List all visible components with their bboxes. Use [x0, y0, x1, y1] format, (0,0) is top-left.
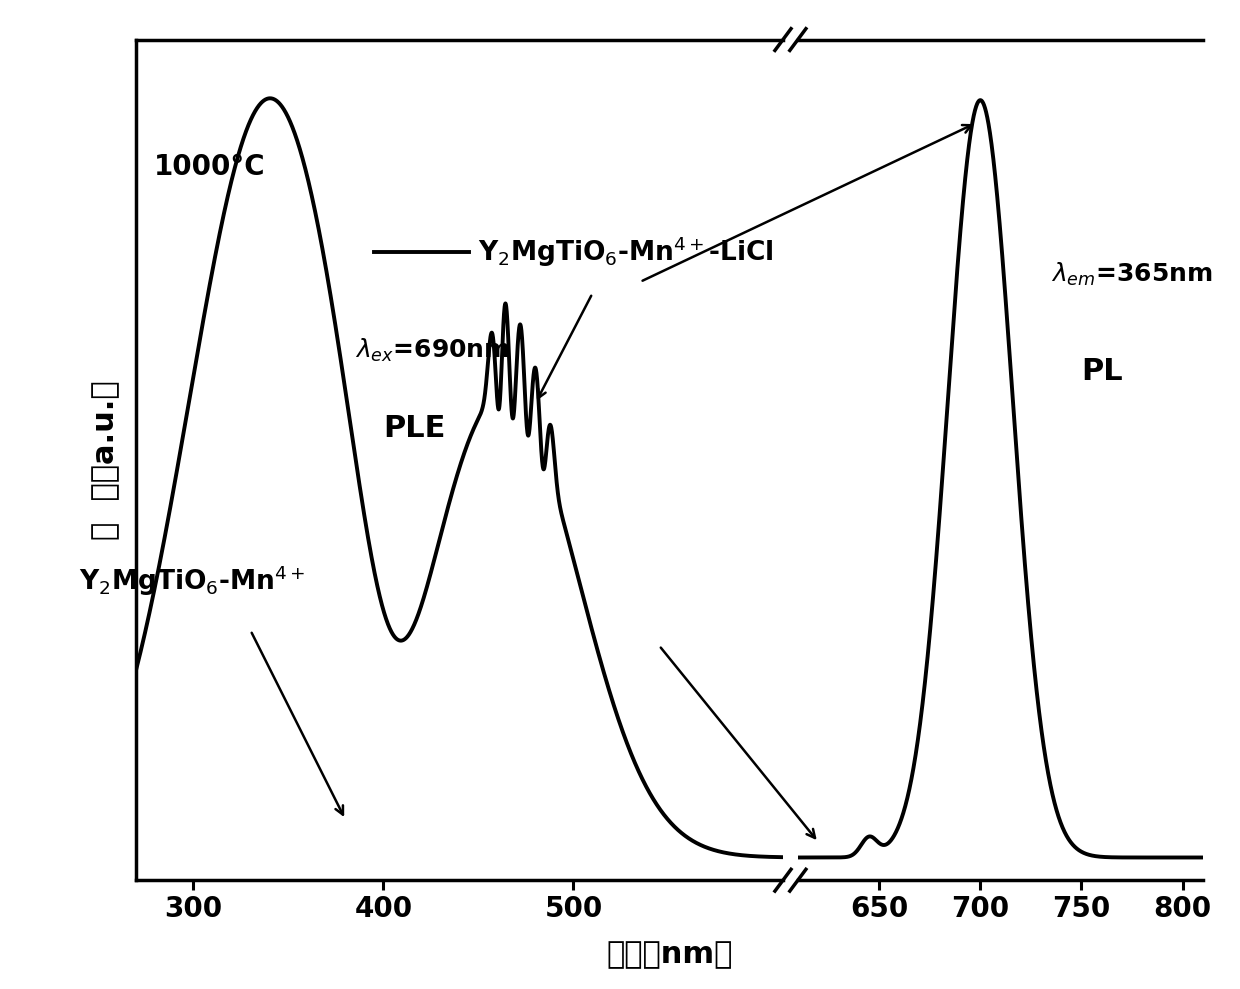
Y-axis label: 强  度（a.u.）: 强 度（a.u.）	[91, 380, 120, 540]
Text: $\lambda_{em}$=365nm: $\lambda_{em}$=365nm	[1052, 261, 1213, 288]
Text: PL: PL	[1081, 357, 1123, 387]
Text: PLE: PLE	[383, 414, 446, 443]
Text: 1000°C: 1000°C	[154, 153, 265, 181]
Text: Y$_2$MgTiO$_6$-Mn$^{4+}$: Y$_2$MgTiO$_6$-Mn$^{4+}$	[79, 564, 306, 598]
Text: Y$_2$MgTiO$_6$-Mn$^{4+}$-LiCl: Y$_2$MgTiO$_6$-Mn$^{4+}$-LiCl	[479, 234, 774, 269]
Text: 波长（nm）: 波长（nm）	[606, 941, 733, 969]
Text: $\lambda_{ex}$=690nm: $\lambda_{ex}$=690nm	[355, 336, 510, 364]
